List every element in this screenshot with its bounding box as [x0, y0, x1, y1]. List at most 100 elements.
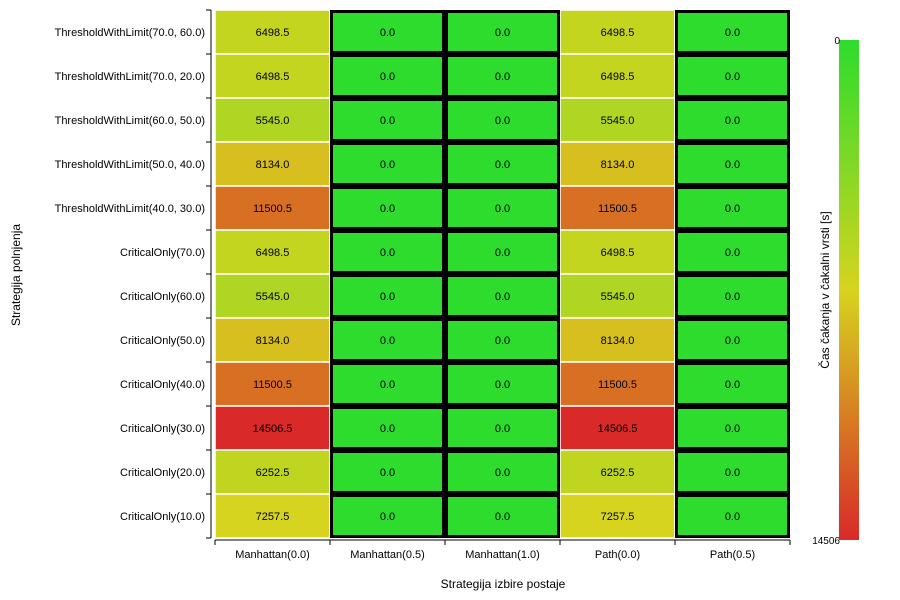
cell-value-label: 5545.0: [601, 291, 635, 303]
cell-value-label: 6252.5: [601, 467, 635, 479]
cell-value-label: 0.0: [380, 203, 395, 215]
cell-outline: [330, 142, 445, 186]
cell-value-label: 0.0: [725, 203, 740, 215]
x-tick-label: Path(0.0): [595, 549, 640, 561]
cell-outline: [330, 450, 445, 494]
heatmap-cell: [214, 53, 331, 99]
heatmap-cell: [674, 141, 791, 187]
column-outlines: [330, 10, 790, 538]
y-axis-label: Strategija polnjenja: [9, 224, 23, 326]
y-axis: ThresholdWithLimit(70.0, 60.0) ThresholdW…: [55, 9, 212, 539]
cell-outline: [330, 274, 445, 318]
cell-value-label: 6498.5: [256, 71, 290, 83]
cell-value-label: 0.0: [495, 467, 510, 479]
cell-value-label: 0.0: [495, 71, 510, 83]
colorbar: [839, 40, 859, 540]
cell-value-label: 5545.0: [256, 291, 290, 303]
cell-value-label: 0.0: [495, 115, 510, 127]
heatmap-cell: [559, 449, 676, 495]
cell-outline: [330, 186, 445, 230]
cell-outline: [445, 494, 560, 538]
cell-value-label: 0.0: [725, 71, 740, 83]
cell-value-label: 0.0: [495, 291, 510, 303]
cell-value-label: 0.0: [725, 379, 740, 391]
cell-value-label: 0.0: [495, 27, 510, 39]
cell-outline: [330, 230, 445, 274]
heatmap-cell: [214, 141, 331, 187]
cell-value-label: 0.0: [380, 467, 395, 479]
heatmap-cell: [559, 141, 676, 187]
cell-value-label: 14506.5: [598, 423, 638, 435]
y-tick-label: CriticalOnly(50.0): [120, 335, 205, 347]
cell-value-label: 0.0: [380, 511, 395, 523]
cell-value-label: 0.0: [380, 379, 395, 391]
x-axis-label: Strategija izbire postaje: [441, 577, 566, 591]
cell-value-label: 0.0: [725, 467, 740, 479]
x-axis: Manhattan(0.0) Manhattan(0.5) Manhattan(1.…: [214, 539, 791, 561]
y-tick-label: ThresholdWithLimit(60.0, 50.0): [55, 115, 205, 127]
cell-value-label: 0.0: [380, 335, 395, 347]
cell-value-label: 0.0: [725, 423, 740, 435]
cell-value-label: 11500.5: [598, 203, 637, 215]
cell-value-label: 8134.0: [256, 159, 290, 171]
heatmap-cell: [214, 317, 331, 363]
y-tick-label: CriticalOnly(70.0): [120, 247, 205, 259]
heatmap-cell: [444, 229, 561, 275]
heatmap-cell: [559, 97, 676, 143]
cell-outline: [445, 10, 560, 54]
cell-value-label: 0.0: [495, 379, 510, 391]
cell-outline: [675, 54, 790, 98]
heatmap-cell: [214, 449, 331, 495]
y-tick-label: ThresholdWithLimit(50.0, 40.0): [55, 159, 205, 171]
heatmap-cell: [444, 185, 561, 231]
heatmap-cell: [214, 273, 331, 319]
cell-value-label: 5545.0: [601, 115, 635, 127]
cell-value-label: 6498.5: [601, 247, 635, 259]
cell-outline: [675, 450, 790, 494]
cell-value-label: 11500.5: [253, 203, 292, 215]
cell-value-label: 0.0: [725, 247, 740, 259]
cell-outline: [445, 406, 560, 450]
cell-value-label: 6498.5: [256, 247, 290, 259]
cell-outline: [675, 98, 790, 142]
cell-value-label: 0.0: [725, 291, 740, 303]
heatmap-cell: [214, 9, 331, 55]
heatmap-cell: [329, 9, 446, 55]
x-tick-label: Manhattan(0.0): [235, 549, 310, 561]
cell-value-label: 0.0: [495, 423, 510, 435]
heatmap-cell: [674, 53, 791, 99]
cell-value-label: 0.0: [725, 115, 740, 127]
heatmap-cell: [559, 405, 676, 451]
cell-value-label: 0.0: [380, 291, 395, 303]
cell-value-label: 11500.5: [253, 379, 292, 391]
colorbar-label: Čas čakanja v čakalni vrsti [s]: [817, 211, 832, 368]
x-tick-label: Manhattan(0.5): [350, 549, 425, 561]
y-tick-label: CriticalOnly(60.0): [120, 291, 205, 303]
cell-value-label: 0.0: [380, 71, 395, 83]
cell-outline: [675, 142, 790, 186]
y-tick-label: ThresholdWithLimit(70.0, 20.0): [55, 71, 205, 83]
cell-outline: [445, 274, 560, 318]
cell-outline: [445, 142, 560, 186]
cell-value-label: 11500.5: [598, 379, 637, 391]
cell-outline: [675, 10, 790, 54]
cell-outline: [675, 406, 790, 450]
cell-value-label: 0.0: [380, 115, 395, 127]
heatmap-cell: [329, 361, 446, 407]
cell-value-label: 0.0: [380, 159, 395, 171]
cell-value-label: 0.0: [380, 423, 395, 435]
cell-value-label: 0.0: [380, 247, 395, 259]
x-tick-label: Path(0.5): [710, 549, 755, 561]
heatmap-cell: [329, 97, 446, 143]
y-tick-label: ThresholdWithLimit(70.0, 60.0): [55, 27, 205, 39]
cell-value-label: 0.0: [380, 27, 395, 39]
cell-outline: [675, 494, 790, 538]
y-tick-label: ThresholdWithLimit(40.0, 30.0): [55, 203, 205, 215]
cell-value-label: 0.0: [495, 159, 510, 171]
cell-outline: [445, 362, 560, 406]
cell-value-label: 0.0: [725, 511, 740, 523]
cell-outline: [330, 98, 445, 142]
cell-outline: [675, 274, 790, 318]
cell-outline: [330, 318, 445, 362]
